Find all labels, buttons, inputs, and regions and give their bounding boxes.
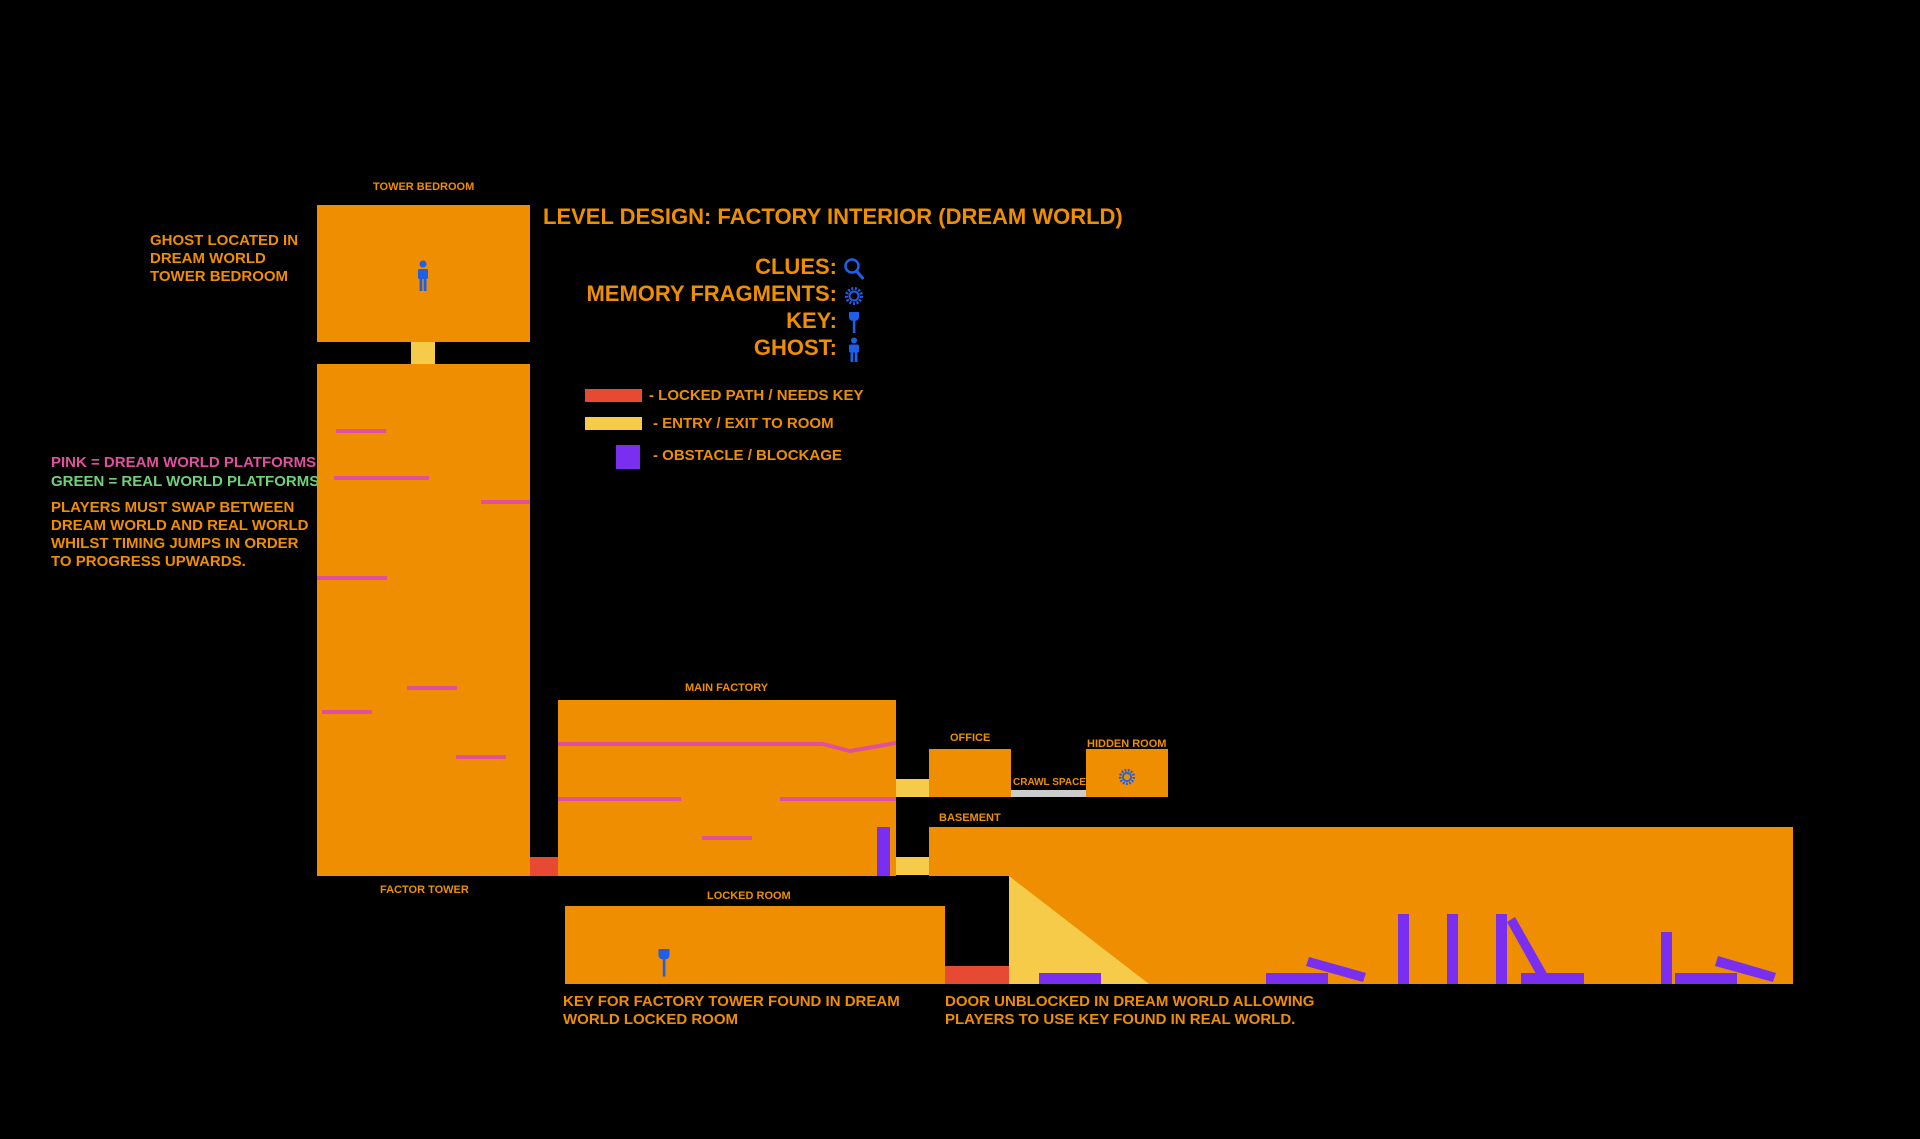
legend-locked-swatch [585, 389, 642, 402]
legend-obstacle-label: - OBSTACLE / BLOCKAGE [653, 447, 842, 464]
key-note: KEY FOR FACTORY TOWER FOUND IN DREAM WOR… [563, 993, 900, 1028]
legend-entry-swatch [585, 417, 642, 430]
pink-platform [558, 797, 681, 801]
door-note: DOOR UNBLOCKED IN DREAM WORLD ALLOWING P… [945, 993, 1315, 1028]
legend-memory-fragments: MEMORY FRAGMENTS: [586, 281, 837, 306]
legend-ghost: GHOST: [753, 335, 837, 360]
players-note: PLAYERS MUST SWAP BETWEEN DREAM WORLD AN… [51, 499, 309, 570]
factor-tower-label: FACTOR TOWER [380, 884, 469, 896]
memory-fragment-gear-icon [1118, 768, 1136, 786]
pink-platform [481, 500, 530, 504]
pink-platform [334, 476, 429, 480]
main-factory [558, 700, 896, 876]
legend-obstacle-swatch [616, 445, 640, 469]
pink-platform [702, 836, 752, 840]
legend-clues: CLUES: [755, 254, 837, 279]
pink-platform [407, 686, 457, 690]
yellow-ramp [1009, 876, 1149, 984]
key-icon-locked-room [658, 949, 670, 977]
legend-locked-label: - LOCKED PATH / NEEDS KEY [649, 387, 864, 404]
locked-room [565, 906, 945, 984]
factor-tower [317, 364, 530, 876]
crawl-space [1011, 790, 1086, 797]
office [929, 749, 1011, 797]
locked-path-tower [530, 857, 558, 876]
locked-door-basement [945, 966, 1009, 984]
legend-key: KEY: [786, 308, 837, 333]
bedroom-entry [411, 342, 435, 364]
locked-room-label: LOCKED ROOM [707, 890, 791, 902]
pink-platforms-note: PINK = DREAM WORLD PLATFORMS [51, 454, 317, 471]
factory-basement-entry [896, 857, 929, 875]
factory-office-entry [896, 779, 929, 797]
pink-platform [322, 710, 372, 714]
legend-entry-label: - ENTRY / EXIT TO ROOM [653, 415, 834, 432]
basement-label: BASEMENT [939, 812, 1001, 824]
gear-icon [845, 287, 863, 305]
tower-bedroom-label: TOWER BEDROOM [373, 181, 475, 193]
basement-obstacles [1039, 914, 1776, 984]
ghost-person-icon [418, 260, 428, 291]
page-title: LEVEL DESIGN: FACTORY INTERIOR (DREAM WO… [543, 204, 1123, 229]
hidden-room-label: HIDDEN ROOM [1087, 738, 1167, 750]
magnifier-icon [844, 258, 864, 280]
office-label: OFFICE [950, 732, 991, 744]
pink-platform-bent [558, 741, 896, 753]
green-platforms-note: GREEN = REAL WORLD PLATFORMS [51, 473, 320, 490]
pink-platform [456, 755, 506, 759]
pink-platform [317, 576, 387, 580]
pink-platform [336, 429, 386, 433]
ghost-note: GHOST LOCATED IN DREAM WORLD TOWER BEDRO… [150, 232, 299, 285]
obstacle-factory [877, 827, 890, 876]
crawl-space-label: CRAWL SPACE [1013, 777, 1086, 788]
pink-platform [780, 797, 896, 801]
main-factory-label: MAIN FACTORY [685, 682, 769, 694]
key-icon [849, 312, 859, 333]
person-icon [849, 337, 859, 362]
